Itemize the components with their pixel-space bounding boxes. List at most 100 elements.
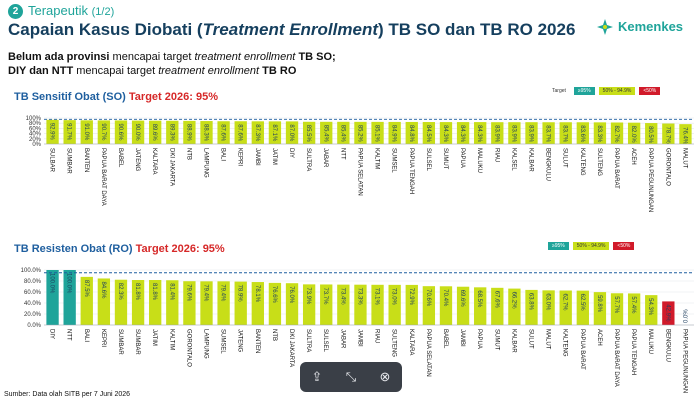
x-tick-label: PAPUA BARAT [613,148,619,189]
floating-toolbar: ⇪ ⤡ ⊗ [300,362,402,392]
x-tick-label: JATIM [151,329,157,346]
y-tick-label: 0% [32,142,41,148]
bar [166,120,179,144]
value-label: 84.5% [425,125,431,143]
bar [234,121,247,144]
x-tick-label: ACEH [630,148,636,165]
y-tick-label: 0.0% [27,323,41,329]
bar [542,122,555,144]
bar [645,295,658,325]
close-icon[interactable]: ⊗ [379,369,391,384]
bar [610,293,624,325]
ro-chart-title: TB Resisten Obat (RO) Target 2026: 95% [14,243,225,255]
value-label: 82.0% [630,126,636,144]
value-label: 84.8% [408,125,414,143]
x-tick-label: SULUT [528,329,534,349]
value-label: 87.1% [271,124,277,142]
x-tick-label: NTB [271,329,277,341]
bar [627,122,641,144]
y-tick-label: 80% [29,121,42,127]
bar [405,121,418,144]
collapse-icon[interactable]: ⤡ [345,369,357,384]
x-tick-label: SULSEL [425,148,431,172]
bar [46,270,59,325]
x-tick-label: SUMSEL [220,329,226,354]
x-tick-label: MALUT [545,329,551,350]
value-label: 67.6% [493,291,499,309]
x-tick-label: NTB [185,148,191,160]
legend-low: <50% [639,87,661,95]
value-label: 66.2% [510,292,516,310]
x-tick-label: DKI JAKARTA [288,329,294,367]
x-tick-label: SUMBAR [66,148,72,174]
value-label: 85.2% [356,125,362,143]
x-tick-label: KALBAR [510,329,516,353]
value-label: 76.0% [288,286,294,304]
bar [302,284,316,325]
bar [371,121,384,144]
value-label: 90.6% [117,123,123,141]
value-label: 79.4% [203,284,209,302]
bar [131,120,145,144]
bar [559,122,572,144]
bar [131,280,145,325]
bar [576,122,589,144]
legend-high: ≥95% [548,242,569,250]
value-label: 0.0% [683,309,689,323]
value-label: 83.9% [510,125,516,143]
legend-high: ≥95% [573,87,595,95]
x-tick-label: JAMBI [356,329,362,347]
x-tick-label: SUMBAR [134,329,140,355]
x-tick-label: DIY [49,329,55,339]
y-tick-label: 60.0% [24,290,42,296]
bar [46,119,59,144]
value-label: 72.9% [408,288,414,306]
x-tick-label: BABEL [442,329,448,349]
value-label: 85.4% [322,125,328,143]
share-icon[interactable]: ⇪ [311,369,323,384]
bar [114,279,128,325]
bar [679,124,692,144]
kemenkes-logo: Kemenkes [596,18,696,38]
bar [576,290,589,325]
so-legend: Target ≥95% 50% - 94.9% <50% [552,87,661,95]
x-tick-label: BANTEN [83,148,89,172]
y-tick-label: 80.0% [24,279,42,285]
value-label: 69.6% [459,290,465,308]
legend-mid: 50% - 94.9% [572,242,610,250]
bar [234,281,247,325]
value-label: 87.0% [288,124,294,142]
bar [525,122,538,144]
x-tick-label: KALBAR [528,148,534,172]
x-tick-label: SULTENG [596,148,602,176]
bar [662,301,675,325]
value-label: 81.4% [168,283,174,301]
bar [268,121,282,144]
x-tick-label: PAPUA PEGUNUNGAN [681,329,687,393]
x-tick-label: JATIM [271,148,277,165]
bar [474,287,487,325]
value-label: 82.7% [613,125,619,143]
value-label: 63.8% [528,293,534,311]
y-tick-label: 100% [26,116,42,122]
value-label: 83.9% [528,125,534,143]
bar [63,270,76,325]
x-tick-label: KEPRI [100,329,106,347]
x-tick-label: JAMBI [459,329,465,347]
x-tick-label: PAPUA PEGUNUNGAN [647,148,653,212]
x-tick-label: DIY [288,148,294,158]
bar [320,284,333,325]
x-tick-label: PAPUA SELATAN [425,329,431,377]
x-tick-label: JATENG [134,148,140,172]
bar [491,122,504,144]
x-tick-label: SULSEL [322,329,328,353]
bar [542,290,555,325]
value-label: 83.3% [596,125,602,143]
bar [149,280,162,325]
source-note: Sumber: Data olah SITB per 7 Juni 2026 [4,391,131,398]
value-label: 90.7% [100,123,106,141]
value-label: 91.0% [83,123,89,141]
value-label: 92.9% [49,123,55,141]
x-tick-label: KALTARA [408,329,414,355]
bar [422,286,436,325]
